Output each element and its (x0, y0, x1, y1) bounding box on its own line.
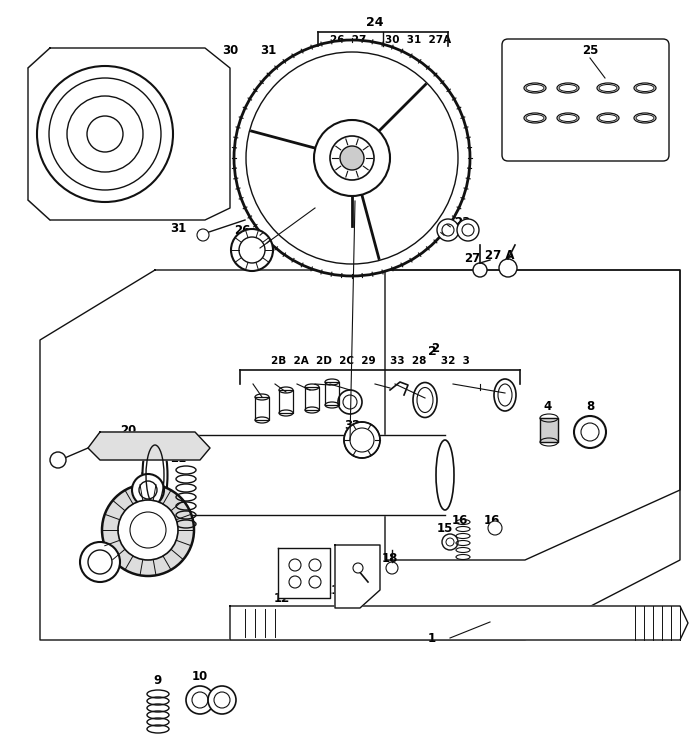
Polygon shape (305, 387, 319, 410)
Text: 16: 16 (484, 513, 500, 527)
Text: 23: 23 (454, 215, 470, 228)
Ellipse shape (413, 382, 437, 417)
Text: 22: 22 (432, 215, 448, 228)
Text: 11: 11 (324, 583, 340, 596)
Polygon shape (155, 435, 445, 515)
Circle shape (102, 484, 194, 576)
Circle shape (132, 474, 164, 506)
Polygon shape (385, 270, 680, 560)
Circle shape (234, 40, 470, 276)
Polygon shape (325, 382, 339, 405)
Text: 27 A: 27 A (485, 248, 514, 262)
Circle shape (130, 512, 166, 548)
Text: 16: 16 (452, 513, 468, 527)
Text: 25: 25 (582, 43, 598, 57)
Text: 17: 17 (140, 470, 156, 483)
Text: 15: 15 (437, 521, 453, 535)
Text: 1: 1 (428, 631, 436, 645)
Text: 18: 18 (382, 551, 398, 565)
Circle shape (499, 259, 517, 277)
Polygon shape (88, 432, 210, 460)
Text: 21: 21 (170, 452, 186, 465)
Polygon shape (40, 270, 680, 640)
Polygon shape (28, 48, 230, 220)
Circle shape (208, 686, 236, 714)
Polygon shape (540, 418, 558, 442)
Text: 8: 8 (586, 399, 594, 412)
Ellipse shape (494, 379, 516, 411)
Circle shape (197, 229, 209, 241)
Circle shape (574, 416, 606, 448)
Text: 13: 13 (134, 544, 150, 557)
Polygon shape (279, 390, 293, 413)
FancyBboxPatch shape (502, 39, 669, 161)
Text: 2: 2 (428, 345, 436, 358)
Text: 26: 26 (234, 224, 250, 236)
Circle shape (386, 562, 398, 574)
Text: 2B  2A  2D  2C  29    33  28    32  3: 2B 2A 2D 2C 29 33 28 32 3 (271, 356, 470, 366)
Text: 34: 34 (97, 542, 113, 554)
Circle shape (330, 136, 374, 180)
Circle shape (80, 542, 120, 582)
Text: 9: 9 (154, 673, 162, 687)
Text: 14: 14 (350, 562, 366, 574)
Text: 12: 12 (274, 592, 290, 604)
Circle shape (473, 263, 487, 277)
Text: 4: 4 (544, 399, 552, 412)
Text: 27: 27 (464, 251, 480, 265)
Text: 30  31  27A: 30 31 27A (385, 35, 451, 45)
Circle shape (231, 229, 273, 271)
Ellipse shape (143, 435, 167, 515)
Polygon shape (255, 397, 269, 420)
Circle shape (186, 686, 214, 714)
Circle shape (87, 116, 123, 152)
Text: 31: 31 (260, 43, 276, 57)
Circle shape (314, 120, 390, 196)
Circle shape (437, 219, 459, 241)
Polygon shape (230, 606, 688, 640)
Circle shape (37, 66, 173, 202)
Circle shape (338, 390, 362, 414)
Circle shape (340, 146, 364, 170)
Ellipse shape (436, 440, 454, 510)
Text: 31: 31 (170, 221, 186, 235)
Circle shape (353, 563, 363, 573)
Circle shape (344, 422, 380, 458)
Polygon shape (278, 548, 330, 598)
Circle shape (118, 500, 178, 560)
Text: 30: 30 (222, 43, 238, 57)
Text: 2: 2 (431, 342, 439, 355)
Text: 10: 10 (192, 669, 208, 682)
Polygon shape (335, 545, 380, 608)
Circle shape (442, 534, 458, 550)
Circle shape (488, 521, 502, 535)
Text: 20: 20 (120, 423, 136, 437)
Text: 26  27: 26 27 (330, 35, 366, 45)
Text: 24: 24 (366, 16, 384, 28)
Text: 32: 32 (344, 418, 360, 432)
Circle shape (50, 452, 66, 468)
Circle shape (457, 219, 479, 241)
